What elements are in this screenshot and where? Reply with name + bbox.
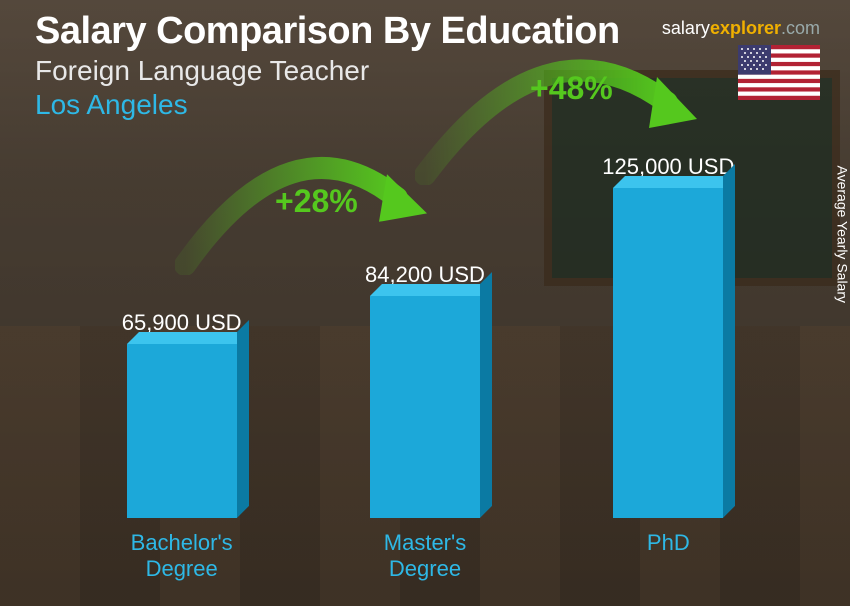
brand-part1: salary [662,18,710,38]
increase-label-0: +28% [275,183,358,220]
bar-label: PhD [647,530,690,586]
us-flag-icon [738,45,820,100]
bar-chart: 65,900 USDBachelor'sDegree84,200 USDMast… [60,146,790,586]
increase-label-1: +48% [530,70,613,107]
bar-1: 84,200 USDMaster'sDegree [325,262,525,586]
bar-label: Bachelor'sDegree [131,530,233,586]
y-axis-label: Average Yearly Salary [834,166,850,304]
bar-2: 125,000 USDPhD [568,154,768,586]
chart-subtitle: Foreign Language Teacher [35,55,820,87]
bar-0: 65,900 USDBachelor'sDegree [82,310,282,586]
chart-location: Los Angeles [35,89,820,121]
brand-part3: .com [781,18,820,38]
bar-label: Master'sDegree [384,530,466,586]
brand-logo: salaryexplorer.com [662,18,820,39]
brand-part2: explorer [710,18,781,38]
